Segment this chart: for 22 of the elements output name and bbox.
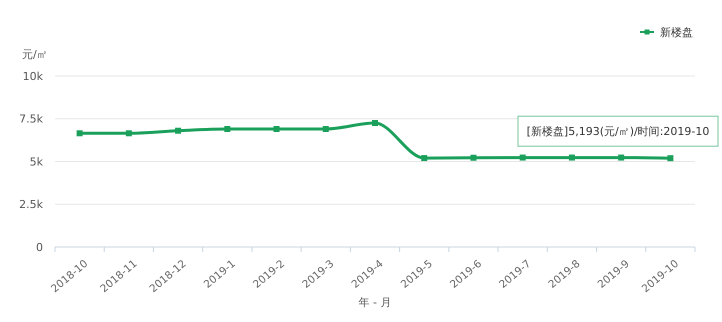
point [76, 130, 83, 136]
legend-label: 新楼盘 [660, 26, 693, 39]
point [618, 154, 624, 161]
annotation: [新楼盘]5,193(元/㎡)/时间:2019-10 [526, 125, 710, 138]
point [274, 126, 280, 132]
x-axis-title: 年 - 月 [358, 296, 392, 309]
point [126, 130, 132, 136]
point [568, 154, 575, 161]
y-tick-label: 5k [30, 155, 44, 168]
point [667, 155, 674, 162]
point [520, 154, 526, 161]
y-tick-label: 0 [36, 240, 43, 254]
y-tick-label: 10k [22, 70, 44, 83]
y-axis-title: 元/㎡ [22, 48, 48, 61]
y-tick-label: 7.5k [19, 112, 44, 126]
point [175, 128, 182, 134]
y-tick-label: 2.5k [19, 198, 44, 212]
point [322, 126, 329, 132]
point [372, 120, 378, 126]
point [224, 126, 230, 132]
point [470, 154, 476, 161]
point [421, 155, 428, 162]
